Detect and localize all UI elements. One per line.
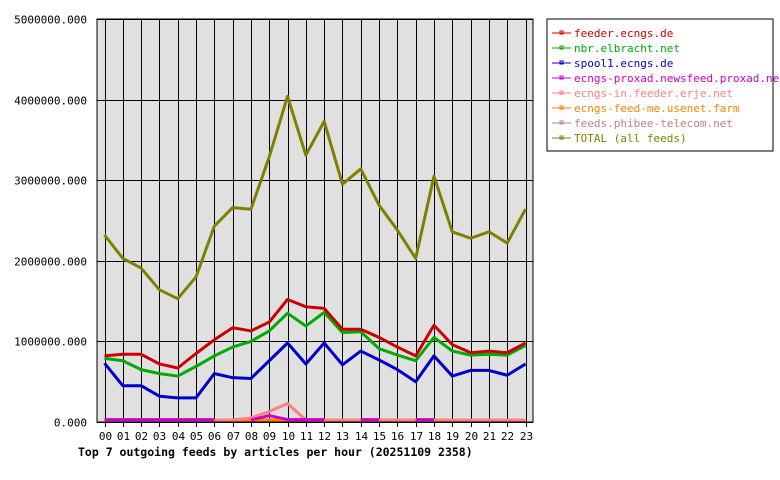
x-tick-label: 00 — [99, 430, 112, 443]
chart-title: Top 7 outgoing feeds by articles per hou… — [78, 445, 473, 459]
legend-marker — [559, 90, 564, 95]
x-tick-label: 11 — [300, 430, 313, 443]
legend-label: feeder.ecngs.de — [574, 27, 673, 40]
x-tick-label: 12 — [318, 430, 331, 443]
plot-background — [97, 19, 533, 422]
series-line-nbr-elbracht-net — [104, 310, 527, 378]
x-tick-label: 22 — [501, 430, 514, 443]
x-axis: 00 01 02 03 04 05 06 07 08 09 10 11 12 13 14 15 16 17 18 19… — [99, 422, 533, 443]
x-tick-label: 01 — [117, 430, 130, 443]
y-tick-label: 3000000.000 — [14, 175, 87, 188]
legend-marker — [559, 45, 564, 50]
legend-label: spool1.ecngs.de — [574, 57, 673, 70]
x-tick-label: 06 — [208, 430, 221, 443]
x-tick-label: 15 — [373, 430, 386, 443]
legend-label: TOTAL (all feeds) — [574, 132, 687, 145]
x-tick-label: 08 — [245, 430, 258, 443]
x-tick-label: 14 — [355, 430, 369, 443]
legend-label: nbr.elbracht.net — [574, 42, 680, 55]
legend-label: feeds.phibee-telecom.net — [574, 117, 733, 130]
y-tick-label: 1000000.000 — [14, 336, 87, 349]
legend-marker — [559, 105, 564, 110]
y-tick-label: 5000000.000 — [14, 14, 87, 27]
x-tick-label: 13 — [336, 430, 349, 443]
x-tick-label: 17 — [410, 430, 423, 443]
x-tick-label: 09 — [263, 430, 276, 443]
legend-marker — [559, 60, 564, 65]
x-tick-label: 16 — [391, 430, 404, 443]
series-lines — [103, 94, 527, 422]
series-line-feeder-ecngs-de — [104, 297, 527, 370]
y-tick-label: 4000000.000 — [14, 95, 87, 108]
legend: feeder.ecngs.de nbr.elbracht.net spool1.ec… — [546, 18, 780, 152]
x-tick-label: 23 — [520, 430, 533, 443]
y-tick-label: 2000000.000 — [14, 256, 87, 269]
x-tick-label: 02 — [135, 430, 148, 443]
legend-marker — [559, 75, 564, 80]
x-tick-label: 20 — [465, 430, 478, 443]
legend-label: ecngs-proxad.newsfeed.proxad.net — [574, 72, 780, 85]
x-tick-label: 05 — [190, 430, 203, 443]
y-axis: 0.000 1000000.000 2000000.000 3000000.000 40… — [14, 14, 87, 430]
x-tick-label: 03 — [153, 430, 166, 443]
legend-label: ecngs-in.feeder.erje.net — [574, 87, 733, 100]
legend-label: ecngs-feed-me.usenet.farm — [574, 102, 740, 115]
x-tick-label: 18 — [428, 430, 441, 443]
legend-marker — [559, 120, 564, 125]
series-line-ecngs-proxad-newsfeed-proxad-net — [250, 414, 325, 422]
x-tick-label: 21 — [483, 430, 496, 443]
x-tick-label: 04 — [172, 430, 186, 443]
legend-box — [546, 18, 774, 152]
series-line-spool1-ecngs-de — [103, 341, 527, 400]
legend-marker — [559, 30, 564, 35]
y-tick-label: 0.000 — [54, 417, 87, 430]
plot-border — [96, 18, 534, 423]
x-tick-label: 10 — [282, 430, 295, 443]
x-tick-label: 07 — [227, 430, 240, 443]
series-line-total-all-feeds- — [103, 94, 527, 301]
legend-marker — [559, 135, 564, 140]
x-tick-label: 19 — [446, 430, 459, 443]
